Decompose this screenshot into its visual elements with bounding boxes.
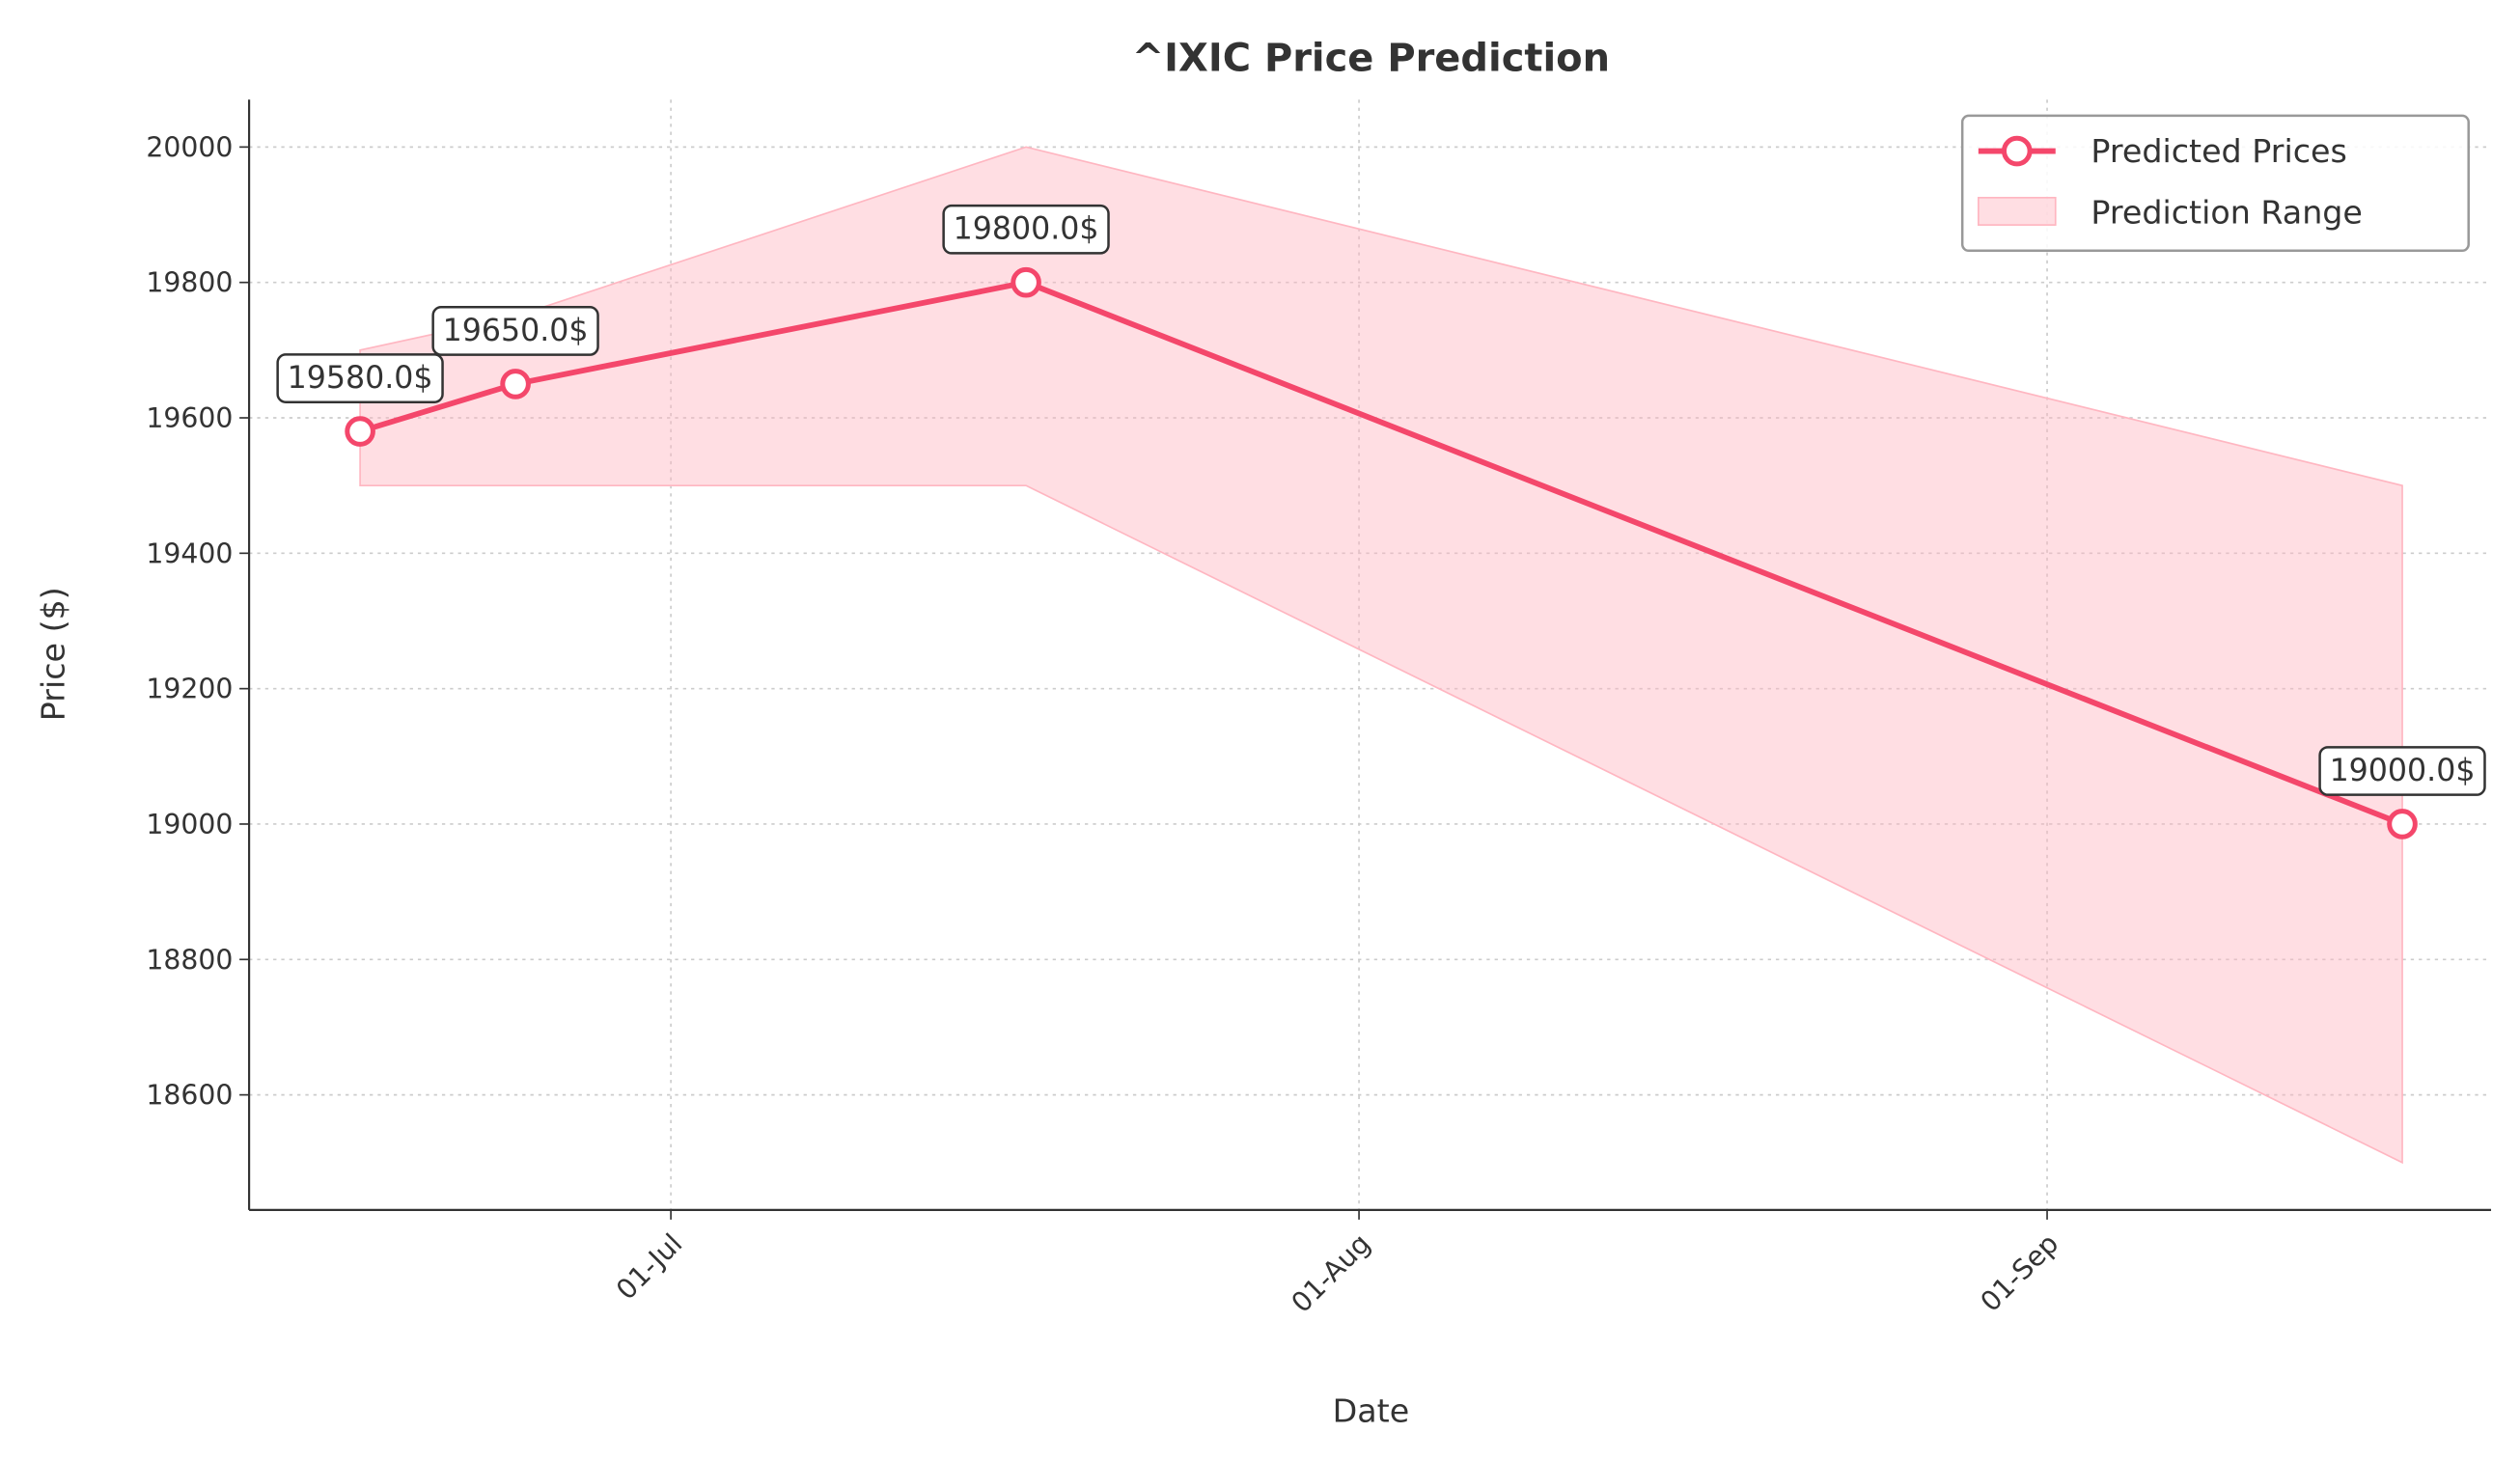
legend-label: Predicted Prices <box>2091 132 2346 170</box>
value-label-text: 19800.0$ <box>954 212 1099 247</box>
price-line <box>359 279 2404 827</box>
marker <box>500 369 531 399</box>
x-tick-label: 01-Aug <box>1286 1227 1377 1319</box>
value-label: 19580.0$ <box>276 353 444 403</box>
y-tick-label: 19400 <box>146 537 233 569</box>
prediction-band <box>359 146 2403 1165</box>
marker <box>2387 809 2418 840</box>
marker <box>345 416 375 447</box>
legend-box <box>1960 114 2470 253</box>
label-box <box>2318 746 2486 796</box>
label-box <box>942 204 1110 255</box>
label-box <box>276 353 444 403</box>
value-label-text: 19580.0$ <box>288 361 433 396</box>
label-box <box>431 306 599 356</box>
x-tick-label: 01-Jul <box>610 1227 688 1306</box>
value-label: 19000.0$ <box>2318 746 2486 796</box>
value-label-text: 19000.0$ <box>2330 754 2476 788</box>
y-axis-label: Price ($) <box>35 587 72 721</box>
chart-title: ^IXIC Price Prediction <box>1132 36 1610 80</box>
x-axis-label: Date <box>1333 1392 1410 1430</box>
legend-swatch <box>1978 196 2057 226</box>
value-label: 19800.0$ <box>942 204 1110 255</box>
value-label-text: 19650.0$ <box>443 314 589 348</box>
y-tick-label: 19800 <box>146 267 233 299</box>
marker <box>1011 266 1041 298</box>
legend-label: Prediction Range <box>2091 193 2363 231</box>
y-tick-label: 19000 <box>146 809 233 840</box>
y-tick-label: 20000 <box>146 131 233 163</box>
legend-marker <box>2001 135 2033 167</box>
x-tick-label: 01-Sep <box>1975 1227 2065 1318</box>
y-tick-label: 18800 <box>146 944 233 976</box>
y-tick-label: 18600 <box>146 1080 233 1112</box>
y-tick-label: 19200 <box>146 674 233 705</box>
value-label: 19650.0$ <box>431 306 599 356</box>
y-tick-label: 19600 <box>146 402 233 434</box>
